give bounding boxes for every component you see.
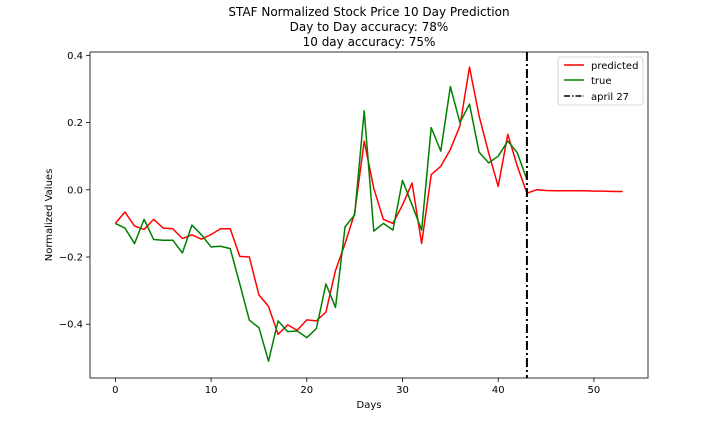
plot-area	[114, 52, 623, 378]
title-line-1: STAF Normalized Stock Price 10 Day Predi…	[228, 5, 509, 19]
axes-frame	[89, 51, 649, 379]
y-tick-label: 0.0	[67, 185, 83, 196]
y-axis-label: Normalized Values	[44, 169, 55, 262]
x-axis-label: Days	[357, 400, 382, 411]
legend-box	[557, 56, 644, 106]
title-line-2: Day to Day accuracy: 78%	[290, 20, 449, 34]
x-tick-label: 50	[588, 385, 601, 396]
x-tick-label: 40	[492, 385, 505, 396]
y-tick-label: −0.4	[59, 320, 83, 331]
legend-predicted-label: predicted	[591, 61, 638, 72]
chart-title: STAF Normalized Stock Price 10 Day Predi…	[228, 5, 509, 49]
y-tick-label: 0.4	[67, 51, 83, 62]
title-line-3: 10 day accuracy: 75%	[303, 35, 436, 49]
x-tick-label: 10	[205, 385, 218, 396]
y-tick-label: −0.2	[59, 253, 83, 264]
series-line-true	[115, 85, 528, 362]
y-tick-label: 0.2	[67, 118, 83, 129]
x-tick-label: 0	[112, 385, 118, 396]
legend-true-label: true	[591, 76, 612, 87]
series-line-predicted	[114, 66, 623, 336]
legend: predicted true april 27	[557, 56, 644, 106]
x-tick-label: 30	[396, 385, 409, 396]
x-tick-label: 20	[300, 385, 313, 396]
legend-april-27-label: april 27	[591, 92, 629, 103]
